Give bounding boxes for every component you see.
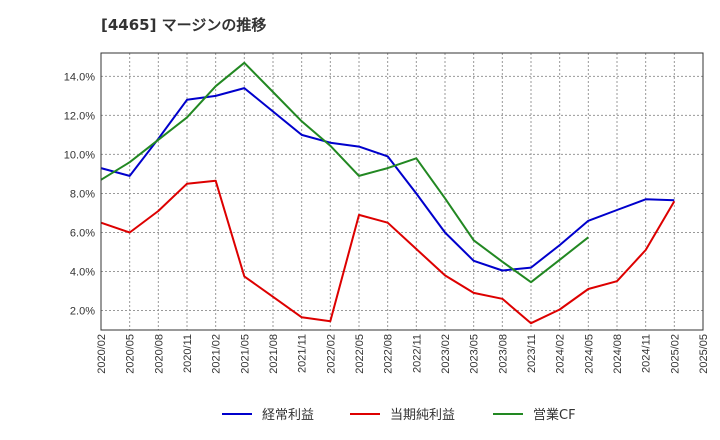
- legend-label: 経常利益: [262, 408, 314, 423]
- x-tick-label: 2024/05: [583, 334, 595, 374]
- y-tick-label: 12.0%: [64, 110, 95, 122]
- legend-label: 営業CF: [533, 407, 576, 423]
- x-tick-label: 2021/02: [211, 334, 223, 374]
- y-tick-label: 6.0%: [70, 227, 95, 239]
- x-tick-label: 2022/05: [354, 334, 366, 374]
- x-tick-label: 2022/08: [383, 334, 395, 374]
- series-line-2: [100, 61, 589, 284]
- series-lines: [100, 61, 676, 325]
- series-line-1: [100, 179, 676, 325]
- chart-title: [4465] マージンの推移: [101, 16, 267, 34]
- x-tick-label: 2020/02: [96, 334, 108, 374]
- x-tick-label: 2025/05: [698, 334, 710, 374]
- x-tick-label: 2020/05: [125, 334, 137, 374]
- x-tick-label: 2023/11: [526, 334, 538, 373]
- x-tick-label: 2023/05: [469, 334, 481, 374]
- y-tick-label: 2.0%: [70, 305, 95, 317]
- y-tick-label: 4.0%: [70, 266, 95, 278]
- x-tick-label: 2022/11: [411, 334, 423, 373]
- x-axis-tick-labels: 2020/02 2020/05 2020/08 2020/11 2021/02 2021/…: [96, 334, 710, 374]
- y-tick-label: 8.0%: [70, 188, 95, 200]
- series-line-0: [100, 87, 675, 272]
- y-tick-label: 14.0%: [64, 71, 95, 83]
- x-tick-label: 2023/08: [497, 334, 509, 374]
- y-tick-label: 10.0%: [64, 149, 95, 161]
- x-tick-label: 2020/11: [182, 334, 194, 373]
- grid-lines: [101, 53, 703, 330]
- x-tick-label: 2023/02: [440, 334, 452, 374]
- x-tick-label: 2021/11: [297, 334, 309, 373]
- legend-label: 当期純利益: [390, 408, 455, 423]
- legend: 経常利益 当期純利益 営業CF: [222, 407, 576, 423]
- x-tick-label: 2024/11: [641, 334, 653, 373]
- x-tick-label: 2020/08: [153, 334, 165, 374]
- x-tick-label: 2022/02: [325, 334, 337, 374]
- y-axis-tick-labels: 2.0% 4.0% 6.0% 8.0% 10.0% 12.0% 14.0%: [64, 71, 95, 317]
- x-tick-label: 2025/02: [669, 334, 681, 374]
- plot-frame: [100, 52, 704, 331]
- x-tick-label: 2021/08: [268, 334, 280, 374]
- x-tick-label: 2024/02: [555, 334, 567, 374]
- x-tick-label: 2021/05: [239, 334, 251, 374]
- x-tick-label: 2024/08: [612, 334, 624, 374]
